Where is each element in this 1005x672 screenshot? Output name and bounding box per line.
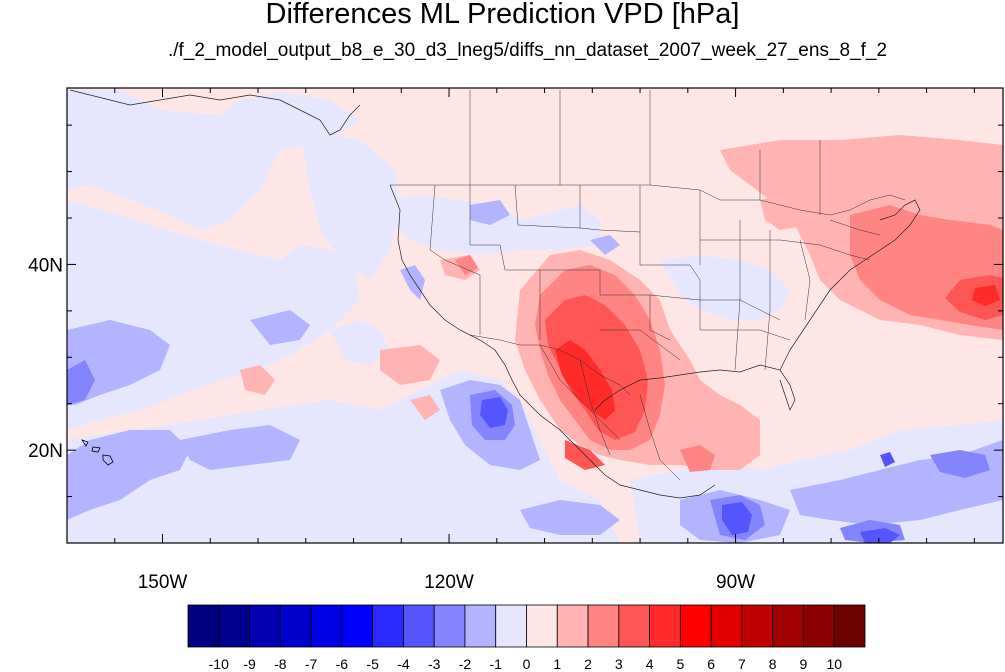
colorbar-label: 0: [523, 656, 531, 672]
colorbar-label: 5: [676, 656, 684, 672]
colorbar-swatch: [279, 604, 312, 648]
colorbar-swatch: [372, 604, 404, 648]
colorbar-label: -5: [366, 656, 379, 672]
colorbar-swatch: [249, 604, 281, 648]
colorbar-swatch: [403, 604, 435, 648]
colorbar-swatch: [618, 604, 650, 648]
lon-tick-label: 90W: [716, 572, 755, 593]
colorbar-swatch: [772, 604, 804, 648]
political-borders: [390, 90, 906, 481]
colorbar-labels: -10 -9 -8 -7 -6 -5 -4 -3 -2 -1 0 1 2 3 4 5 6 7 8 9 10: [209, 656, 843, 672]
colorbar-swatch: [741, 604, 774, 648]
colorbar-label: 8: [769, 656, 777, 672]
colorbar-swatch: [310, 604, 343, 648]
colorbar-swatch: [526, 604, 558, 648]
colorbar-label: -6: [336, 656, 349, 672]
strongest-negative-regions: [480, 397, 900, 543]
colorbar-label: 4: [646, 656, 654, 672]
figure-subtitle: ./f_2_model_output_b8_e_30_d3_lneg5/diff…: [167, 40, 888, 61]
colorbar: [187, 604, 866, 648]
colorbar-label: -1: [490, 656, 503, 672]
colorbar-label: 6: [707, 656, 715, 672]
lon-tick-label: 120W: [424, 572, 474, 593]
colorbar-swatch: [556, 604, 589, 648]
lat-tick-label: 20N: [28, 441, 63, 462]
colorbar-swatch: [464, 604, 497, 648]
colorbar-label: 2: [584, 656, 592, 672]
coastlines: [69, 89, 921, 499]
colorbar-swatch: [218, 604, 250, 648]
hawaii-outline: [81, 439, 114, 466]
colorbar-swatch: [495, 604, 527, 648]
colorbar-swatch: [649, 604, 681, 648]
colorbar-swatch: [710, 604, 743, 648]
colorbar-swatch: [833, 604, 866, 648]
lat-tick-label: 40N: [28, 255, 63, 276]
colorbar-label: 3: [615, 656, 623, 672]
colorbar-label: -4: [397, 656, 410, 672]
colorbar-label: -2: [459, 656, 472, 672]
colorbar-swatch: [341, 604, 374, 648]
colorbar-label: -3: [428, 656, 441, 672]
colorbar-swatch: [187, 604, 220, 648]
colorbar-label: -7: [305, 656, 318, 672]
map-field: [67, 88, 1003, 543]
colorbar-label: -9: [243, 656, 256, 672]
colorbar-label: 9: [800, 656, 808, 672]
figure-title: Differences ML Prediction VPD [hPa]: [265, 0, 740, 30]
colorbar-swatch: [587, 604, 620, 648]
colorbar-label: 7: [738, 656, 746, 672]
axis-tick-labels: 150W 120W 90W 40N 20N: [28, 255, 755, 593]
lon-tick-label: 150W: [138, 572, 188, 593]
colorbar-label: 10: [826, 656, 842, 672]
axis-ticks: [67, 88, 1003, 543]
colorbar-label: -8: [274, 656, 287, 672]
colorbar-swatch: [679, 604, 712, 648]
colorbar-swatch: [433, 604, 466, 648]
colorbar-label: 1: [553, 656, 561, 672]
map-frame: [66, 87, 1004, 544]
colorbar-label: -10: [209, 656, 229, 672]
colorbar-swatch: [803, 604, 835, 648]
